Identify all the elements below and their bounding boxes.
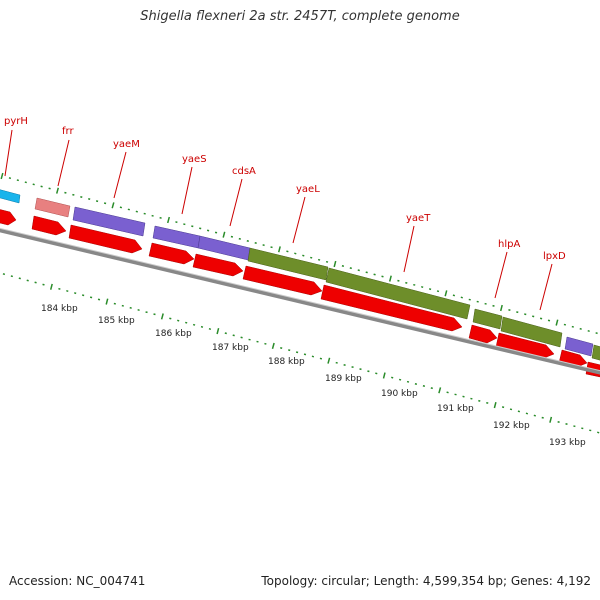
kbp-label: 190 kbp <box>381 389 418 399</box>
cds-arrow[interactable] <box>0 208 17 226</box>
cds-track <box>0 208 600 378</box>
major-tick <box>388 275 392 282</box>
major-tick <box>111 202 115 209</box>
cds-arrow[interactable] <box>31 215 67 236</box>
kbp-label: 188 kbp <box>268 357 305 367</box>
gene-label-pyrH[interactable]: pyrH <box>4 116 28 127</box>
map-title: Shigella flexneri 2a str. 2457T, complet… <box>140 9 460 24</box>
kbp-label: 185 kbp <box>98 316 135 326</box>
kbp-label: 191 kbp <box>437 404 474 414</box>
feature-track <box>0 187 600 361</box>
feature-olive-edge[interactable] <box>591 344 600 361</box>
feature-yaeT[interactable] <box>325 267 471 320</box>
major-tick <box>499 304 503 312</box>
feature-yaeL[interactable] <box>247 247 329 281</box>
major-tick <box>382 372 386 379</box>
kbp-labels: 184 kbp 185 kbp 186 kbp 187 kbp 188 kbp … <box>41 304 586 448</box>
inner-tick-ring <box>2 273 600 434</box>
cds-arrow[interactable] <box>468 324 498 344</box>
feature-lpxD[interactable] <box>500 316 563 348</box>
cds-arrow[interactable] <box>320 284 463 332</box>
cds-arrow[interactable] <box>242 265 323 296</box>
feature-frr[interactable] <box>34 197 71 218</box>
backbone-highlight <box>0 227 600 372</box>
major-tick <box>271 342 275 349</box>
major-tick <box>216 328 220 335</box>
gene-label-frr[interactable]: frr <box>62 126 74 137</box>
major-tick <box>0 172 4 180</box>
gene-label-yaeM[interactable]: yaeM <box>113 139 140 150</box>
major-tick <box>277 246 281 253</box>
major-tick <box>555 319 559 326</box>
gene-label-yaeT[interactable]: yaeT <box>406 213 431 224</box>
topology-text: Topology: circular; Length: 4,599,354 bp… <box>261 574 591 588</box>
cds-arrow[interactable] <box>148 242 195 265</box>
feature-purple-edge[interactable] <box>564 336 594 357</box>
major-tick <box>327 357 331 364</box>
cds-arrow[interactable] <box>68 224 143 254</box>
gene-label-yaeL[interactable]: yaeL <box>296 184 320 195</box>
major-tick <box>549 416 553 423</box>
backbone-line <box>0 228 600 375</box>
feature-yaeM[interactable] <box>72 206 146 237</box>
gene-leaders <box>4 129 553 311</box>
outer-tick-ring <box>0 172 598 335</box>
kbp-label: 186 kbp <box>155 329 192 339</box>
kbp-label: 187 kbp <box>212 343 249 353</box>
major-tick <box>444 290 448 297</box>
feature-cyan[interactable] <box>0 187 21 204</box>
gene-label-cdsA[interactable]: cdsA <box>232 166 256 177</box>
major-tick <box>160 313 164 320</box>
cds-arrow[interactable] <box>495 332 555 359</box>
feature-hlpA[interactable] <box>472 308 503 330</box>
major-tick <box>55 187 60 194</box>
kbp-label: 193 kbp <box>549 438 586 448</box>
major-tick <box>49 283 53 290</box>
major-tick <box>105 298 109 305</box>
major-tick <box>493 402 497 409</box>
gene-label-hlpA[interactable]: hlpA <box>498 239 520 250</box>
accession-text: Accession: NC_004741 <box>9 574 146 588</box>
major-tick <box>438 387 442 394</box>
cds-arrow[interactable] <box>192 253 244 277</box>
major-tick <box>333 260 337 268</box>
kbp-label: 189 kbp <box>325 374 362 384</box>
kbp-label: 184 kbp <box>41 304 78 314</box>
major-tick <box>166 216 171 224</box>
major-tick <box>222 231 226 238</box>
gene-label-lpxD[interactable]: lpxD <box>543 251 566 262</box>
gene-label-yaeS[interactable]: yaeS <box>182 154 207 165</box>
gene-labels: pyrH frr yaeM yaeS cdsA yaeL yaeT hlpA l… <box>4 116 566 262</box>
kbp-label: 192 kbp <box>493 421 530 431</box>
